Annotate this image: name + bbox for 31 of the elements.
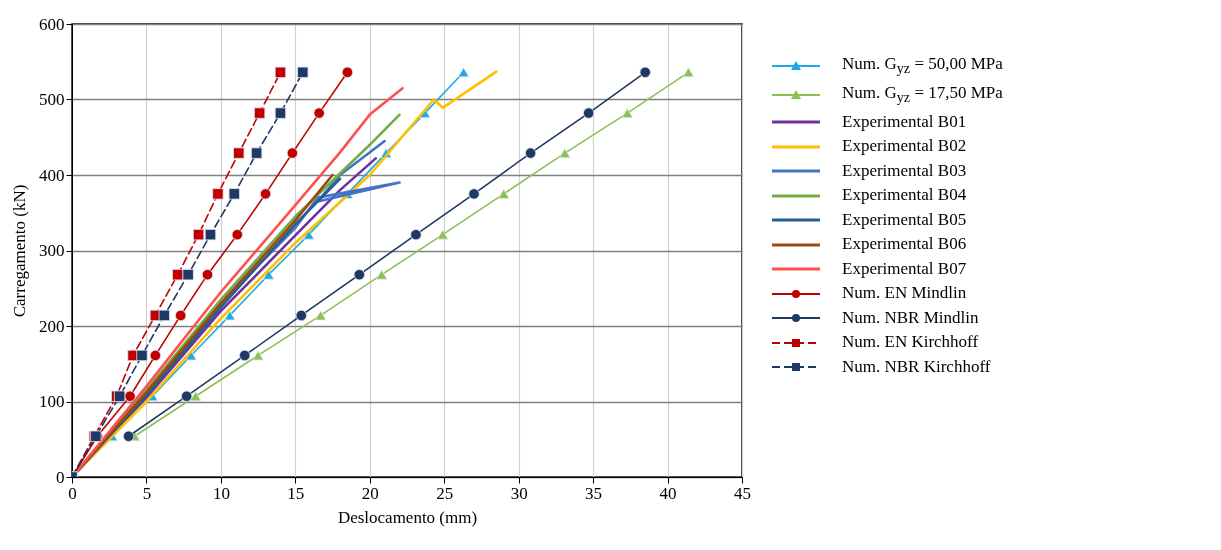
legend-label: Num. EN Mindlin (842, 282, 967, 305)
y-tick-label: 400 (39, 165, 65, 185)
legend-label: Experimental B02 (842, 135, 967, 158)
legend-label: Experimental B06 (842, 233, 967, 256)
y-tick-label: 500 (39, 90, 65, 109)
y-tick-label: 100 (39, 392, 65, 411)
x-tick-label: 25 (436, 483, 454, 503)
x-tick-label: 30 (510, 483, 528, 503)
x-tick-label: 5 (142, 483, 152, 503)
y-tick-label: 600 (39, 14, 65, 34)
x-tick-label: 15 (287, 483, 305, 503)
legend-label: Num. EN Kirchhoff (842, 331, 979, 354)
x-tick-label: 40 (659, 483, 677, 503)
legend-label: Experimental B01 (842, 110, 967, 133)
legend-label: Experimental B03 (842, 159, 967, 182)
x-tick-label: 35 (585, 483, 603, 503)
x-tick-label: 20 (361, 483, 379, 503)
y-tick-label: 200 (39, 316, 65, 336)
y-axis-title: Carregamento (kN) (10, 184, 29, 318)
legend-label: Experimental B05 (842, 208, 967, 231)
legend-label: Num. NBR Mindlin (842, 306, 979, 329)
legend-label: Num. NBR Kirchhoff (842, 355, 991, 378)
legend-label: Num. G$_{yz}$ = 50,00 MPa (842, 53, 1003, 79)
x-tick-label: 10 (212, 483, 230, 503)
x-tick-label: 45 (734, 483, 751, 503)
y-tick-label: 0 (56, 467, 65, 487)
legend-label: Num. G$_{yz}$ = 17,50 MPa (842, 81, 1003, 108)
legend-label: Experimental B04 (842, 184, 967, 207)
legend-label: Experimental B07 (842, 257, 967, 280)
y-tick-label: 300 (39, 241, 65, 260)
x-axis-title: Deslocamento (mm) (337, 507, 478, 527)
